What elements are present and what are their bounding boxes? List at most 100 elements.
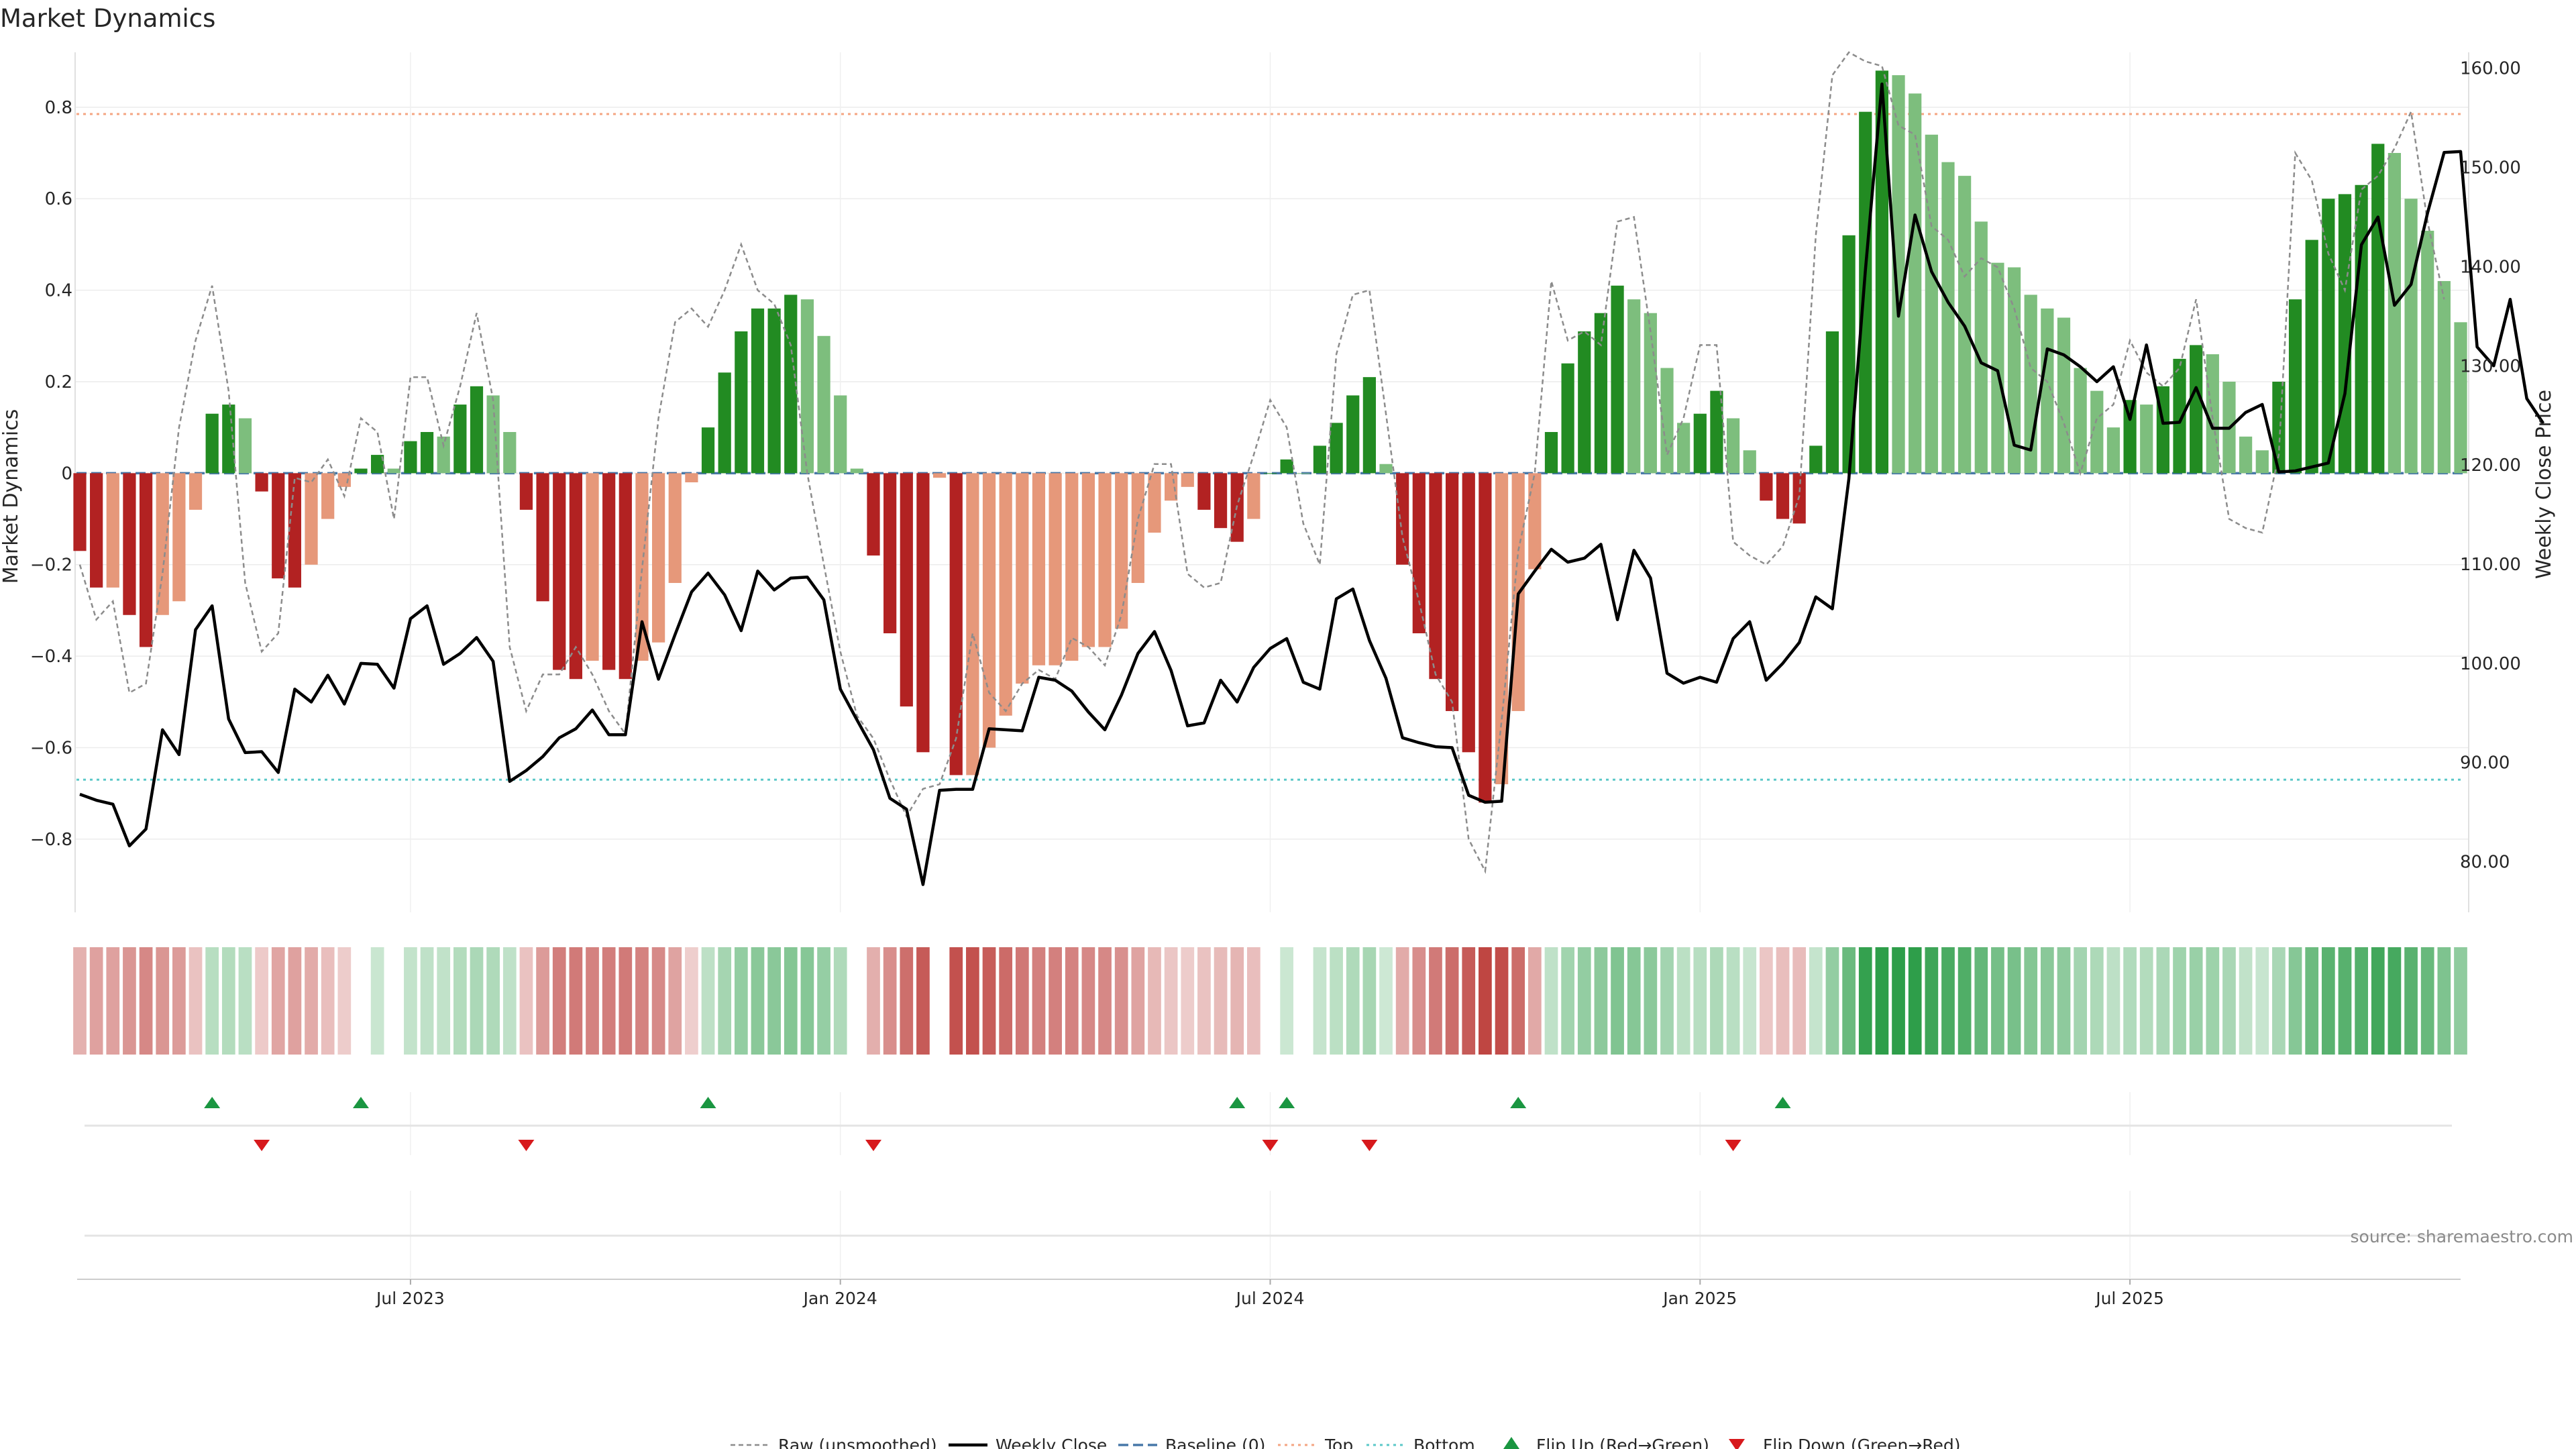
heat-cell: [1991, 947, 2004, 1055]
positive-bar: [2041, 308, 2054, 474]
heat-cell: [1627, 947, 1641, 1055]
heat-cell: [1346, 947, 1360, 1055]
negative-bar: [602, 473, 616, 670]
heat-cell: [767, 947, 781, 1055]
reference-lines: [76, 113, 2464, 781]
legend-raw-label: Raw (unsmoothed): [778, 1436, 937, 1449]
right-tick-label: 130.00: [2460, 356, 2521, 376]
flip-down-marker: [254, 1140, 270, 1151]
heat-cell: [1974, 947, 1988, 1055]
left-tick-label: −0.6: [30, 739, 72, 759]
positive-bar: [850, 468, 863, 474]
positive-bar: [2206, 354, 2219, 474]
right-tick-label: 140.00: [2460, 257, 2521, 277]
positive-bar: [2272, 381, 2286, 474]
legend: Raw (unsmoothed) Weekly Close Baseline (…: [731, 1436, 1961, 1449]
negative-bar: [651, 473, 665, 643]
negative-bar: [1016, 473, 1029, 684]
heat-cell: [1511, 947, 1525, 1055]
x-tick-label: Jul 2025: [2094, 1289, 2164, 1308]
negative-bar: [321, 473, 335, 519]
flip-up-marker: [1279, 1097, 1295, 1108]
x-tick-label: Jul 2024: [1235, 1289, 1305, 1308]
heat-cell: [189, 947, 203, 1055]
positive-bar: [2454, 322, 2467, 474]
left-tick-label: 0.2: [45, 372, 72, 392]
heat-cell: [1197, 947, 1211, 1055]
heat-cell: [1644, 947, 1658, 1055]
heat-cell: [172, 947, 186, 1055]
heat-cell: [2040, 947, 2054, 1055]
negative-bar: [189, 473, 203, 510]
flip-down-marker: [1361, 1140, 1378, 1151]
heat-cell: [321, 947, 335, 1055]
positive-bar: [1825, 331, 1839, 474]
positive-bar: [1660, 368, 1674, 474]
positive-bar: [1892, 75, 1905, 474]
negative-bar: [156, 473, 169, 615]
negative-bar: [586, 473, 599, 661]
positive-bar: [1842, 235, 1856, 474]
negative-bar: [1528, 473, 1542, 570]
positive-bar: [1346, 395, 1360, 474]
heat-cell: [337, 947, 352, 1055]
negative-bar: [1098, 473, 1112, 647]
right-tick-label: 90.00: [2460, 753, 2510, 773]
positive-bar: [1875, 70, 1889, 474]
heat-cell: [1098, 947, 1112, 1055]
heat-cell: [106, 947, 120, 1055]
negative-bar: [123, 473, 136, 615]
positive-bar: [2305, 239, 2318, 474]
heat-cell: [139, 947, 153, 1055]
positive-bar: [470, 386, 484, 474]
negative-bar: [1760, 473, 1773, 501]
flip-down-marker: [1262, 1140, 1279, 1151]
flip-up-marker: [204, 1097, 221, 1108]
positive-bar: [371, 455, 384, 474]
heat-cell: [305, 947, 318, 1055]
heat-cell: [2007, 947, 2021, 1055]
heat-cell: [668, 947, 682, 1055]
positive-bar: [2355, 184, 2368, 474]
negative-bar: [668, 473, 682, 584]
negative-bar: [1181, 473, 1194, 487]
heat-cell: [883, 947, 897, 1055]
negative-bar: [1445, 473, 1459, 711]
negative-bar: [1462, 473, 1475, 753]
left-tick-label: −0.2: [30, 555, 72, 576]
negative-bar: [288, 473, 302, 588]
heat-cell: [536, 947, 549, 1055]
heat-cell: [2106, 947, 2121, 1055]
heat-cell: [470, 947, 484, 1055]
heat-cell: [2387, 947, 2402, 1055]
heat-cell: [1246, 947, 1260, 1055]
negative-bar: [536, 473, 549, 602]
negative-bar: [966, 473, 979, 775]
heat-cell: [817, 947, 830, 1055]
left-tick-label: −0.8: [30, 830, 72, 850]
heat-cell: [833, 947, 847, 1055]
heat-cell: [2156, 947, 2170, 1055]
flip-down-marker: [1725, 1140, 1741, 1151]
heat-cell: [1594, 947, 1608, 1055]
legend-bottom-label: Bottom: [1413, 1436, 1475, 1449]
heat-cell: [271, 947, 285, 1055]
negative-bar: [1214, 473, 1228, 529]
x-tick-label: Jan 2025: [1662, 1289, 1737, 1308]
heat-cell: [1611, 947, 1624, 1055]
right-tick-label: 110.00: [2460, 555, 2521, 575]
negative-bar: [1412, 473, 1426, 634]
heat-cell: [221, 947, 235, 1055]
positive-bar: [354, 468, 368, 474]
negative-bar: [932, 473, 947, 478]
heat-cell: [404, 947, 417, 1055]
positive-bar: [751, 308, 765, 474]
heat-cell: [1280, 947, 1294, 1055]
negative-bar: [569, 473, 582, 680]
positive-bar: [1991, 262, 2004, 474]
positive-bar: [205, 413, 219, 474]
negative-bar: [1495, 473, 1509, 785]
heat-cell: [784, 947, 798, 1055]
heat-cell: [2420, 947, 2434, 1055]
